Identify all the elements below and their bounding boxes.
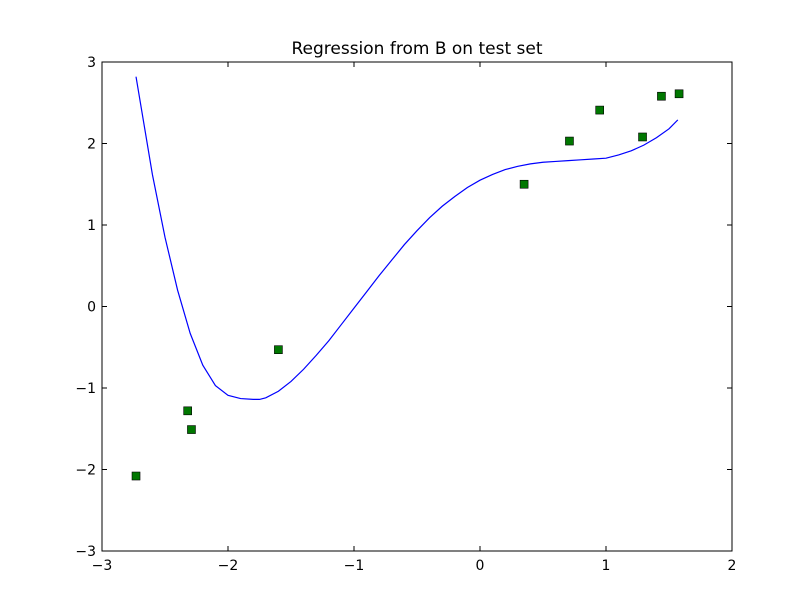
data-point-marker [274,345,283,354]
data-point-marker [595,105,605,115]
plot-content [131,76,684,481]
x-tick-label: −1 [344,558,365,574]
data-point-marker [519,179,529,189]
data-point-marker [131,471,141,481]
y-tick-label: 1 [87,218,96,234]
y-tick-label: −3 [75,544,96,560]
y-tick-label: 3 [87,55,96,71]
chart-title: Regression from B on test set [291,39,542,59]
plot-area [131,76,684,481]
y-tick-label: −2 [75,463,96,479]
x-tick-label: 1 [602,558,611,574]
axes: −3 −2 −1 0 1 2 −3 −2 −1 0 1 2 3 [75,55,736,574]
data-point-marker [657,91,666,101]
data-point-marker [187,425,196,434]
regression-curve [135,76,679,401]
data-point-marker [183,406,192,416]
x-tick-label: 2 [728,558,737,574]
x-tick-label: −3 [92,558,113,574]
y-tick-label: 0 [87,300,96,316]
y-tick-label: −1 [75,381,96,397]
data-point-marker [638,132,647,142]
x-tick-label: 0 [476,558,485,574]
y-tick-label: 2 [87,137,96,153]
x-tick-label: −2 [218,558,239,574]
data-point-marker [674,89,684,99]
data-point-marker [565,136,574,146]
